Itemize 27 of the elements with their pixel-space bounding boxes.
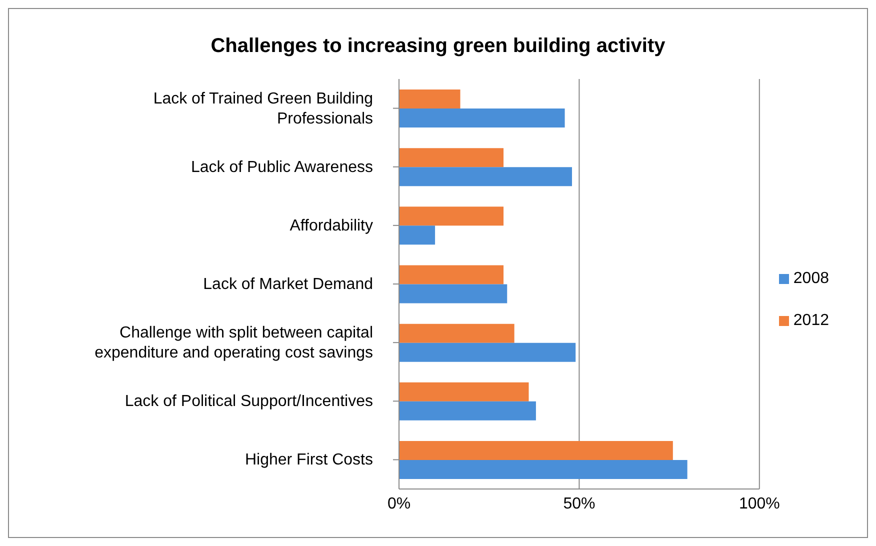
y-tick-label: Lack of Political Support/Incentives: [124, 392, 373, 410]
y-tick-label: Lack of Trained Green Building Professionals: [153, 90, 373, 127]
bar: [399, 460, 688, 479]
bar: [399, 265, 504, 284]
y-tick-label: Lack of Public Awareness: [190, 158, 373, 176]
legend-label: 2012: [793, 312, 829, 329]
bar: [399, 324, 514, 343]
bar: [399, 148, 504, 168]
bar: [399, 108, 565, 128]
bar: [399, 382, 529, 402]
chart-title: Challenges to increasing green building activity: [210, 35, 666, 59]
y-tick-label: Lack of Market Demand: [203, 276, 373, 292]
legend-label: 2008: [793, 270, 829, 287]
bar: [399, 342, 576, 362]
x-tick-label: 0%: [387, 495, 411, 512]
x-tick-label: 100%: [738, 495, 780, 512]
y-tick-label: Challenge with split between capital expenditure and operating cost savings: [94, 324, 373, 362]
bar: [399, 206, 504, 226]
x-tick-label: 50%: [563, 495, 596, 512]
y-tick-label: Higher First Costs: [244, 451, 373, 468]
bar: [399, 226, 436, 245]
bar: [399, 90, 460, 109]
bar: [399, 167, 572, 186]
y-tick-label: Affordability: [290, 216, 373, 234]
bar: [399, 401, 536, 420]
bar: [399, 284, 508, 304]
bar: [399, 440, 673, 460]
